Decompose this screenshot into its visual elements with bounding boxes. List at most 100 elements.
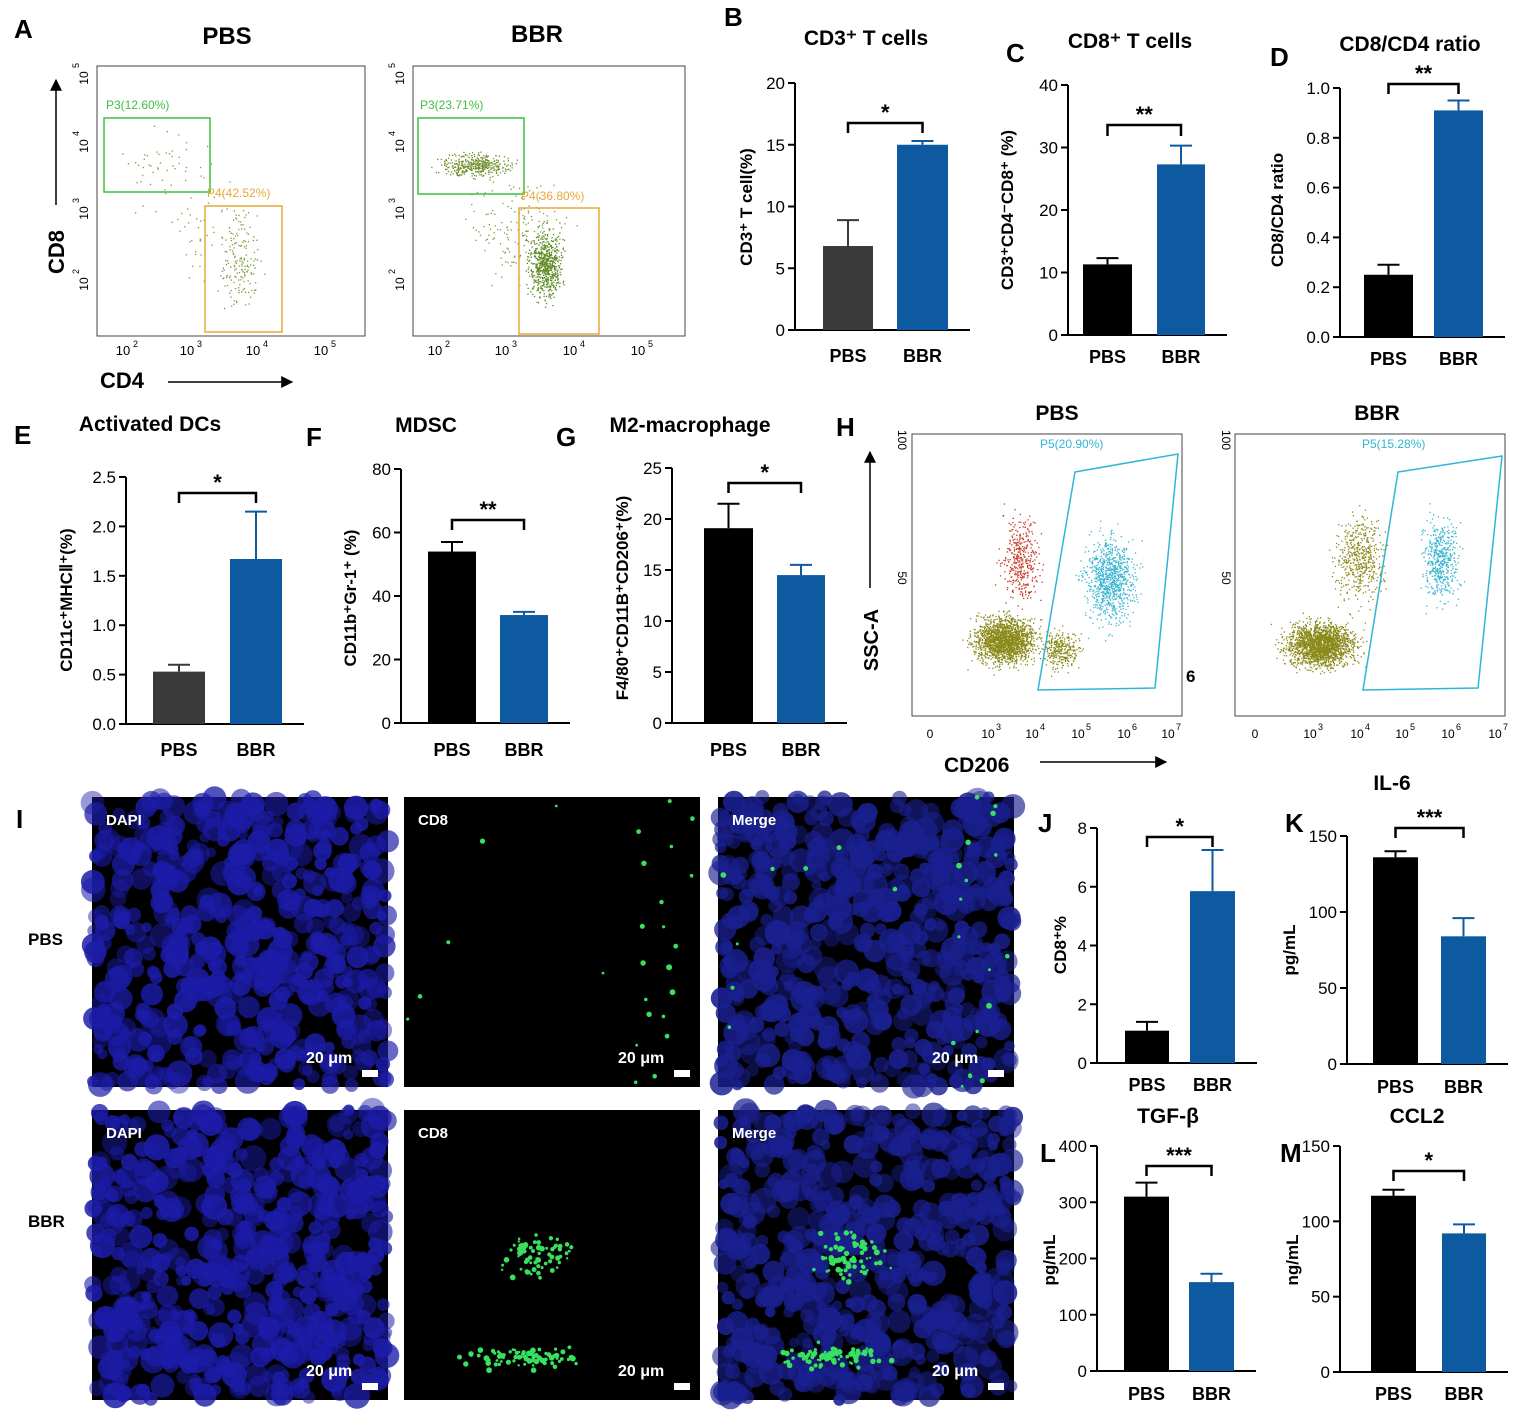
flow-event (535, 257, 537, 259)
flow-event (1000, 644, 1002, 646)
flow-event (255, 289, 257, 291)
flow-event (541, 287, 543, 290)
flow-event (1009, 653, 1012, 655)
flow-event (1013, 637, 1015, 639)
flow-event (1003, 563, 1006, 565)
flow-event (1007, 646, 1010, 648)
flow-event (507, 261, 509, 264)
flow-event (1046, 649, 1049, 651)
flow-event (1059, 652, 1061, 654)
flow-event (1020, 634, 1023, 636)
flow-event (1006, 650, 1008, 652)
flow-event (1058, 655, 1060, 657)
flow-event (541, 264, 543, 266)
flow-event (530, 252, 532, 254)
flow-event (1022, 539, 1024, 541)
flow-event (1108, 573, 1110, 575)
flow-event (555, 250, 557, 252)
flow-event (1099, 608, 1101, 610)
flow-event (491, 190, 493, 192)
flow-event (1001, 643, 1003, 645)
flow-event (1009, 640, 1011, 642)
flow-event (1075, 653, 1077, 655)
flow-event (253, 236, 255, 238)
flow-event (1024, 647, 1026, 649)
flow-event (995, 631, 997, 633)
flow-event (559, 286, 561, 288)
flow-event (560, 263, 562, 265)
flow-event (1013, 561, 1016, 563)
flow-event (1032, 560, 1034, 562)
flow-event (1006, 626, 1008, 628)
flow-event (1109, 589, 1111, 591)
flow-event (1023, 635, 1025, 637)
flow-event (991, 654, 994, 656)
flow-event (537, 279, 539, 281)
flow-event (552, 276, 554, 279)
flow-event (1050, 655, 1052, 658)
flow-event (1021, 629, 1023, 631)
flow-event (1005, 626, 1007, 628)
flow-event (506, 227, 508, 229)
flow-event (1123, 551, 1125, 553)
flow-event (548, 270, 550, 272)
flow-event (1099, 614, 1101, 616)
flow-event (1125, 577, 1127, 580)
flow-event (464, 165, 466, 167)
flow-event (1047, 655, 1049, 657)
flow-event (1007, 661, 1009, 663)
flow-event (540, 264, 542, 266)
flow-event (1119, 582, 1121, 584)
flow-event (1061, 641, 1063, 643)
flow-event (478, 167, 480, 169)
flow-event (1115, 540, 1117, 542)
flow-event (1134, 586, 1136, 588)
flow-event (1016, 648, 1018, 650)
flow-event (488, 242, 490, 244)
flow-event (1027, 538, 1029, 541)
flow-event (538, 255, 540, 258)
flow-event (1005, 620, 1007, 622)
flow-event (235, 214, 237, 216)
flow-event (485, 239, 487, 241)
flow-event (1117, 590, 1120, 592)
flow-event (1020, 659, 1022, 661)
flow-event (1114, 598, 1116, 601)
flow-event (990, 629, 992, 631)
flow-event (978, 612, 980, 614)
flow-event (1065, 644, 1067, 646)
flow-event (1051, 635, 1053, 637)
flow-event (1141, 566, 1144, 568)
flow-event (1067, 657, 1069, 660)
flow-event (490, 212, 492, 215)
flow-event (230, 237, 232, 239)
flow-event (990, 633, 992, 636)
flow-event (554, 255, 556, 257)
flow-event (1107, 569, 1109, 572)
flow-event (511, 261, 513, 263)
flow-event (495, 166, 498, 168)
flow-event (990, 641, 992, 643)
flow-event (542, 259, 544, 262)
flow-event (1020, 572, 1022, 574)
flow-event (1067, 672, 1069, 674)
flow-event (1015, 641, 1017, 643)
flow-event (548, 289, 551, 291)
flow-event (1079, 647, 1082, 649)
flow-event (1028, 655, 1030, 657)
flow-event (1024, 644, 1026, 646)
flow-event (468, 162, 470, 164)
flow-event (223, 307, 226, 310)
flow-event (1110, 605, 1113, 607)
flow-event (1051, 655, 1053, 657)
flow-event (1097, 564, 1099, 566)
flow-event (471, 165, 473, 167)
flow-event (152, 171, 154, 173)
flow-event (1104, 597, 1106, 599)
flow-event (537, 274, 539, 276)
flow-event (199, 240, 201, 242)
flow-event (229, 277, 231, 279)
flow-event (1057, 643, 1060, 645)
flow-event (1000, 651, 1003, 653)
flow-event (241, 260, 243, 263)
